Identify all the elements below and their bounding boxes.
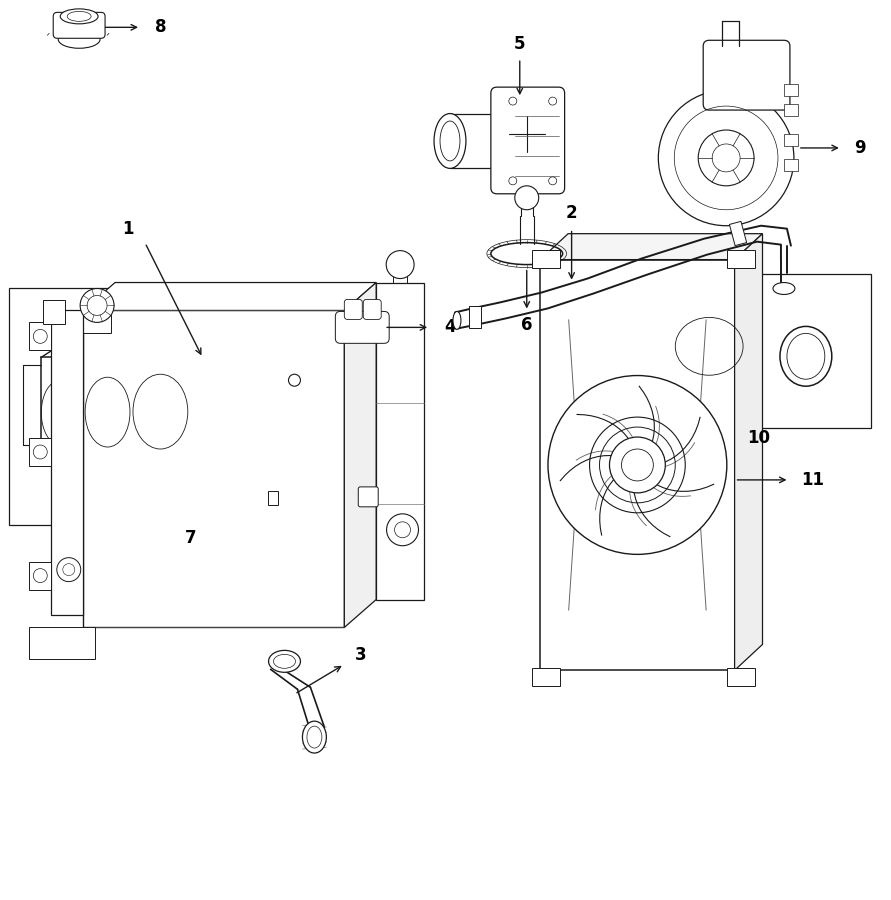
Bar (784, 104, 798, 116)
FancyBboxPatch shape (491, 87, 565, 194)
Bar (540, 259, 734, 670)
Circle shape (386, 250, 414, 278)
Circle shape (509, 97, 517, 105)
Ellipse shape (61, 9, 98, 23)
Bar (44, 301, 65, 324)
Ellipse shape (773, 283, 795, 294)
Bar (29, 627, 95, 660)
Bar (83, 315, 111, 333)
FancyBboxPatch shape (53, 13, 105, 39)
Ellipse shape (268, 651, 300, 672)
Bar (52, 310, 83, 616)
Polygon shape (83, 283, 376, 310)
Polygon shape (734, 234, 763, 670)
Polygon shape (540, 234, 763, 259)
Text: 8: 8 (155, 18, 167, 36)
FancyBboxPatch shape (344, 300, 363, 319)
Text: 11: 11 (801, 471, 824, 489)
Text: 7: 7 (185, 528, 197, 546)
Bar (83, 310, 344, 627)
Circle shape (549, 97, 557, 105)
Circle shape (548, 375, 727, 554)
Ellipse shape (780, 327, 832, 386)
Bar (29, 562, 52, 590)
Bar (29, 322, 52, 350)
Circle shape (515, 185, 539, 210)
Circle shape (699, 130, 754, 185)
FancyBboxPatch shape (364, 300, 381, 319)
Bar (532, 249, 560, 267)
Bar (376, 283, 424, 599)
Text: 1: 1 (122, 220, 134, 238)
Circle shape (33, 329, 47, 343)
Circle shape (57, 558, 81, 581)
Text: 3: 3 (355, 646, 366, 664)
Ellipse shape (434, 113, 466, 168)
Circle shape (387, 514, 419, 545)
Bar (469, 306, 481, 328)
Text: 6: 6 (521, 317, 533, 335)
Bar (10, 287, 413, 525)
Circle shape (33, 569, 47, 582)
Ellipse shape (453, 311, 461, 329)
Bar (784, 84, 798, 96)
Ellipse shape (666, 309, 751, 383)
Text: 5: 5 (514, 35, 526, 53)
Bar (727, 669, 755, 687)
Bar (57, 463, 69, 473)
Circle shape (80, 289, 114, 322)
Circle shape (609, 437, 666, 493)
Text: 2: 2 (566, 203, 577, 221)
Ellipse shape (302, 721, 326, 753)
Polygon shape (344, 283, 376, 627)
Bar (784, 159, 798, 171)
Circle shape (549, 177, 557, 184)
Text: 10: 10 (748, 429, 771, 447)
Circle shape (509, 177, 517, 184)
Bar (267, 491, 277, 505)
Bar (730, 221, 747, 246)
FancyBboxPatch shape (358, 487, 378, 507)
Bar (532, 669, 560, 687)
Bar (784, 134, 798, 146)
Ellipse shape (58, 31, 100, 49)
Bar (29, 438, 52, 466)
FancyBboxPatch shape (703, 40, 790, 110)
Bar (642, 274, 871, 428)
Circle shape (658, 90, 794, 226)
Text: 9: 9 (854, 139, 865, 157)
FancyBboxPatch shape (335, 311, 389, 343)
Text: 4: 4 (445, 319, 456, 337)
Circle shape (33, 445, 47, 459)
Bar (727, 249, 755, 267)
